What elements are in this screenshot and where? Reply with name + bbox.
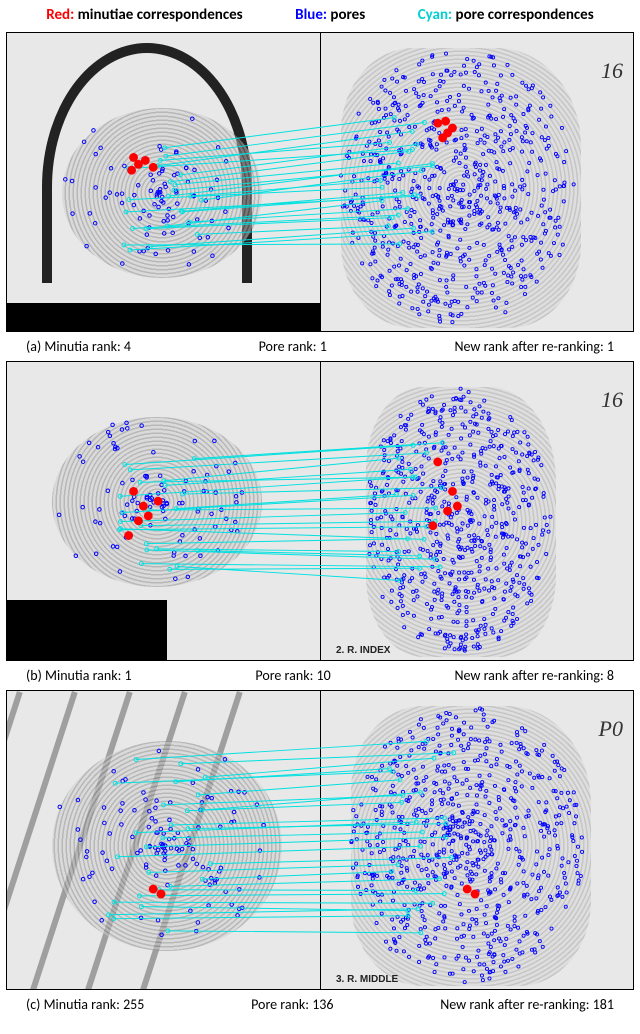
image-pair: 16 <box>6 32 634 332</box>
image-pair: P0 3. R. MIDDLE <box>6 690 634 990</box>
legend-cyan-label: Cyan: <box>418 6 452 24</box>
caption-minutia: (b) Minutia rank: 1 <box>26 667 132 684</box>
card-finger-label: 2. R. INDEX <box>336 645 390 656</box>
panels-container: 16 (a) Minutia rank: 4 Pore rank: 1 New ran… <box>0 32 640 1015</box>
caption-new: New rank after re-ranking: 1 <box>454 338 614 355</box>
panel-b: 16 2. R. INDEX (b) Minutia rank: 1 Pore ran… <box>6 361 634 686</box>
legend: Red: minutiae correspondences Blue: pore… <box>0 0 640 28</box>
legend-cyan: Cyan: pore correspondences <box>418 6 594 24</box>
latent-fingerprint-image <box>6 361 320 661</box>
card-corner-label: P0 <box>599 716 623 742</box>
card-corner-label: 16 <box>601 58 623 84</box>
legend-blue-desc: pores <box>327 6 365 24</box>
image-pair: 16 2. R. INDEX <box>6 361 634 661</box>
caption-new: New rank after re-ranking: 8 <box>454 667 614 684</box>
caption-pore: Pore rank: 1 <box>259 338 327 355</box>
panel-c: P0 3. R. MIDDLE (c) Minutia rank: 255 Pore … <box>6 690 634 1015</box>
card-corner-label: 16 <box>601 387 623 413</box>
legend-blue: Blue: pores <box>295 6 365 24</box>
panel-caption: (b) Minutia rank: 1 Pore rank: 10 New rank… <box>6 661 634 686</box>
latent-fingerprint-image <box>6 690 320 990</box>
legend-blue-label: Blue: <box>295 6 327 24</box>
caption-minutia: (c) Minutia rank: 255 <box>26 996 144 1013</box>
legend-cyan-desc: pore correspondences <box>452 6 594 24</box>
rolled-fingerprint-image: P0 3. R. MIDDLE <box>320 690 634 990</box>
panel-caption: (a) Minutia rank: 4 Pore rank: 1 New rank … <box>6 332 634 357</box>
card-finger-label: 3. R. MIDDLE <box>336 974 398 985</box>
panel-a: 16 (a) Minutia rank: 4 Pore rank: 1 New ran… <box>6 32 634 357</box>
caption-minutia: (a) Minutia rank: 4 <box>26 338 131 355</box>
caption-new: New rank after re-ranking: 181 <box>440 996 614 1013</box>
legend-red-label: Red: <box>46 6 74 24</box>
rolled-fingerprint-image: 16 <box>320 32 634 332</box>
caption-pore: Pore rank: 10 <box>255 667 330 684</box>
panel-caption: (c) Minutia rank: 255 Pore rank: 136 New r… <box>6 990 634 1015</box>
latent-fingerprint-image <box>6 32 320 332</box>
legend-red-desc: minutiae correspondences <box>74 6 242 24</box>
rolled-fingerprint-image: 16 2. R. INDEX <box>320 361 634 661</box>
legend-red: Red: minutiae correspondences <box>46 6 242 24</box>
caption-pore: Pore rank: 136 <box>251 996 333 1013</box>
